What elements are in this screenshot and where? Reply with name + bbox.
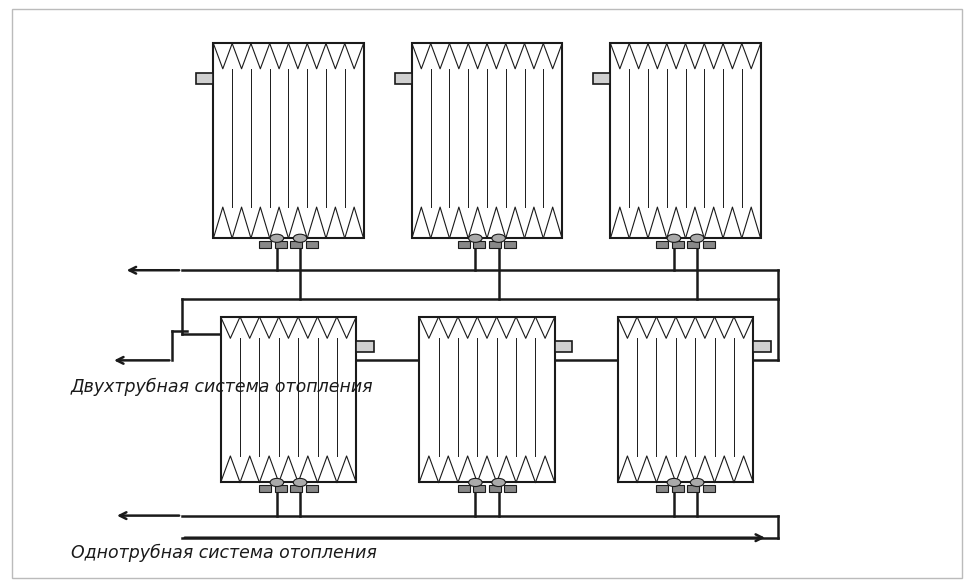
Circle shape xyxy=(270,478,283,487)
Bar xyxy=(412,43,562,238)
Bar xyxy=(473,241,485,248)
Bar xyxy=(259,241,271,248)
Bar xyxy=(394,73,412,84)
Circle shape xyxy=(691,234,704,242)
Bar xyxy=(213,43,363,238)
Bar xyxy=(290,241,302,248)
Bar xyxy=(505,241,516,248)
Circle shape xyxy=(667,478,681,487)
Bar xyxy=(656,241,668,248)
Bar xyxy=(458,485,469,492)
Bar xyxy=(489,485,501,492)
Circle shape xyxy=(293,478,307,487)
Bar xyxy=(656,485,668,492)
Circle shape xyxy=(468,478,482,487)
Bar xyxy=(505,485,516,492)
Bar xyxy=(489,241,501,248)
Bar xyxy=(458,241,469,248)
Text: Однотрубная система отопления: Однотрубная система отопления xyxy=(70,544,376,562)
Circle shape xyxy=(468,234,482,242)
Circle shape xyxy=(293,234,307,242)
Bar xyxy=(419,317,555,483)
Circle shape xyxy=(270,234,283,242)
Bar xyxy=(555,342,572,352)
Bar xyxy=(672,241,684,248)
Bar xyxy=(473,485,485,492)
Bar xyxy=(275,241,286,248)
Bar xyxy=(672,485,684,492)
Text: Двухтрубная система отопления: Двухтрубная система отопления xyxy=(70,378,373,396)
Bar xyxy=(611,43,761,238)
Circle shape xyxy=(492,234,506,242)
Bar xyxy=(356,342,374,352)
Bar xyxy=(196,73,213,84)
Bar xyxy=(259,485,271,492)
Bar xyxy=(703,485,715,492)
Circle shape xyxy=(691,478,704,487)
Bar xyxy=(703,241,715,248)
Bar xyxy=(290,485,302,492)
Bar xyxy=(275,485,286,492)
Bar xyxy=(688,241,699,248)
Circle shape xyxy=(492,478,506,487)
Bar xyxy=(593,73,611,84)
Bar xyxy=(688,485,699,492)
Circle shape xyxy=(667,234,681,242)
Bar xyxy=(753,342,770,352)
Bar xyxy=(306,241,318,248)
Bar xyxy=(306,485,318,492)
Bar xyxy=(618,317,753,483)
Bar xyxy=(221,317,356,483)
